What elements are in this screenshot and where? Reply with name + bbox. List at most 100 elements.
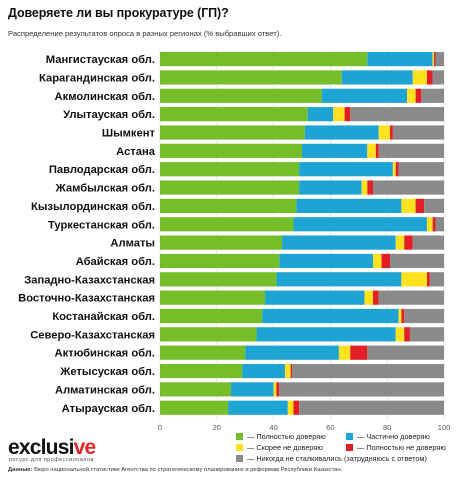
category-label: Мангистауская обл. <box>46 54 155 66</box>
bar-segment <box>160 162 300 177</box>
chart-subtitle: Распределение результатов опроса в разны… <box>8 29 282 38</box>
source-note: Данные: Бюро национальной статистики Аге… <box>8 467 342 473</box>
bar-segment <box>373 180 444 195</box>
bar-segment <box>378 143 444 158</box>
bar-segment <box>321 88 408 103</box>
bar-segment <box>160 290 266 305</box>
bar-segment <box>160 327 257 342</box>
source-text: Бюро национальной статистики Агентства п… <box>34 467 343 473</box>
brand-tagline: ресурс для профессионалов <box>9 457 94 463</box>
bar-segment <box>160 70 342 85</box>
bar-segment <box>341 70 413 85</box>
category-label: Павлодарская обл. <box>49 164 155 176</box>
bar-segment <box>160 125 305 140</box>
bar-segment <box>398 162 444 177</box>
bar-segment <box>426 70 433 85</box>
legend-label: — Полностью не доверяю <box>357 443 446 452</box>
legend-swatch <box>236 433 243 440</box>
legend-swatch <box>236 455 243 462</box>
bar-segment <box>333 107 345 122</box>
bar-segment <box>435 52 444 67</box>
bar-segment <box>273 382 277 397</box>
stacked-bar-chart: Мангистауская обл. Карагандинская обл. Акм… <box>18 50 450 432</box>
bar-segment <box>375 143 379 158</box>
bar-segment <box>293 400 300 415</box>
bar-segment <box>401 272 427 287</box>
source-label: Данные: <box>8 467 33 473</box>
category-label: Северо-Казахстанская <box>30 329 155 341</box>
bar-segment <box>404 235 413 250</box>
bar-segment <box>409 327 444 342</box>
bar-segment <box>160 235 283 250</box>
bar-segment <box>160 345 246 360</box>
category-label: Атырауская обл. <box>62 403 155 415</box>
bar-segment <box>160 143 302 158</box>
bar-segment <box>287 400 294 415</box>
legend-swatch <box>236 444 243 451</box>
bar-segment <box>160 308 263 324</box>
bar-segment <box>415 198 425 213</box>
category-label: Шымкент <box>102 128 156 140</box>
logo-main-text: exclusi <box>8 436 74 459</box>
bar-segment <box>299 162 393 177</box>
bar-segment <box>404 327 410 342</box>
category-label: Абайская обл. <box>76 256 155 268</box>
bar-segment <box>407 88 416 103</box>
bar-segment <box>367 143 376 158</box>
x-tick-label: 60 <box>326 423 334 432</box>
bar-segment <box>373 253 382 269</box>
bar-segment <box>392 162 396 177</box>
category-label: Восточно-Казахстанская <box>18 293 155 305</box>
bar-segment <box>279 382 444 397</box>
category-label: Актюбинская обл. <box>55 348 155 360</box>
legend-label: — Частично доверяю <box>357 432 430 441</box>
legend-item: — Полностью не доверяю <box>346 443 446 452</box>
category-label: Кызылординская обл. <box>31 201 155 213</box>
legend-swatch <box>346 433 353 440</box>
bar-segment <box>398 308 402 324</box>
bar-segment <box>262 308 399 324</box>
bar-segment <box>299 180 362 195</box>
bar-segment <box>242 363 285 379</box>
bar-segment <box>390 125 393 140</box>
category-label: Костанайская обл. <box>52 311 155 323</box>
x-tick-label: 20 <box>213 423 221 432</box>
bar-segment <box>160 400 229 415</box>
category-label: Алматы <box>110 238 155 250</box>
bar-segment <box>160 382 231 397</box>
legend-label: — Полностью доверяю <box>247 432 326 441</box>
bar-segment <box>228 400 288 415</box>
bar-segment <box>401 308 405 324</box>
bar-segment <box>160 52 368 67</box>
bar-segment <box>426 217 433 232</box>
category-label: Астана <box>116 146 156 158</box>
chart-title: Доверяете ли вы прокуратуре (ГП)? <box>8 6 229 20</box>
category-label: Туркестанская обл. <box>48 219 155 231</box>
legend-item: — Частично доверяю <box>346 432 430 441</box>
legend-item: — Полностью доверяю <box>236 432 326 441</box>
bar-segment <box>160 253 280 269</box>
bar-segment <box>367 345 444 360</box>
bar-segment <box>279 253 373 269</box>
bar-segment <box>304 125 379 140</box>
bar-segment <box>160 217 294 232</box>
bar-segment <box>426 272 430 287</box>
bar-segment <box>290 363 293 379</box>
bar-segment <box>378 290 444 305</box>
category-label: Акмолинская обл. <box>55 91 155 103</box>
bar-segment <box>381 253 391 269</box>
bar-segment <box>276 382 280 397</box>
bar-segment <box>404 308 444 324</box>
bar-segment <box>392 125 444 140</box>
chart-bars <box>160 52 444 415</box>
bar-segment <box>299 400 444 415</box>
brand-logo: exclusive <box>8 436 97 460</box>
bar-segment <box>415 88 422 103</box>
category-label: Жамбылская обл. <box>55 183 155 195</box>
bar-segment <box>256 327 396 342</box>
bar-segment <box>373 290 379 305</box>
bar-segment <box>434 52 436 67</box>
bar-segment <box>395 162 399 177</box>
bar-segment <box>361 180 368 195</box>
logo-accent-text: ve <box>73 436 97 459</box>
